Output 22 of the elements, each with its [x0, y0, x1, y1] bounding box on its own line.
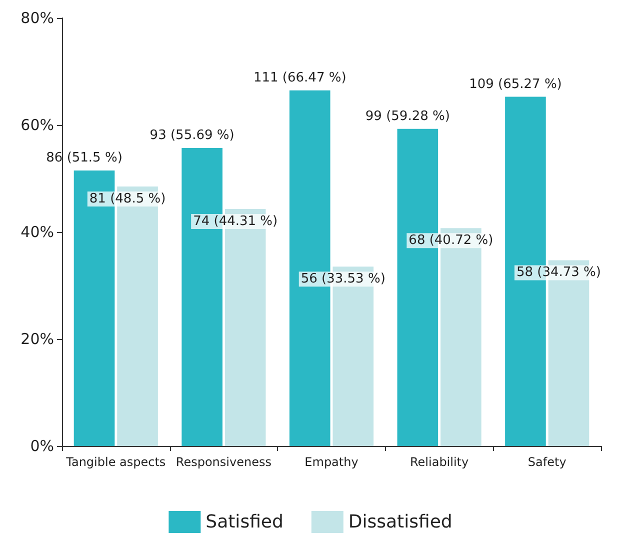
x-tick-label: Tangible aspects — [65, 455, 166, 469]
data-label: 68 (40.72 %) — [408, 233, 494, 248]
y-tick-label: 20% — [20, 330, 54, 348]
legend-label: Dissatisfied — [348, 512, 452, 532]
data-label: 111 (66.47 %) — [253, 70, 346, 86]
y-tick-label: 0% — [30, 437, 54, 455]
data-label: 81 (48.5 %) — [89, 192, 166, 207]
y-tick-label: 60% — [20, 116, 54, 134]
x-tick-label: Reliability — [410, 455, 469, 469]
data-label: 56 (33.53 %) — [300, 272, 386, 287]
data-label: 99 (59.28 %) — [365, 108, 450, 124]
data-label: 86 (51.5 %) — [46, 150, 122, 166]
x-tick-label: Empathy — [304, 455, 358, 469]
x-tick-label: Safety — [528, 455, 566, 469]
legend-label: Satisfied — [206, 512, 284, 532]
data-label: 93 (55.69 %) — [150, 128, 234, 144]
data-label: 74 (44.31 %) — [193, 214, 278, 229]
y-tick-label: 80% — [20, 9, 54, 27]
x-tick-label: Responsiveness — [176, 455, 272, 469]
data-label: 58 (34.73 %) — [516, 265, 601, 280]
data-label: 109 (65.27 %) — [469, 76, 562, 92]
y-tick-label: 40% — [20, 223, 54, 241]
